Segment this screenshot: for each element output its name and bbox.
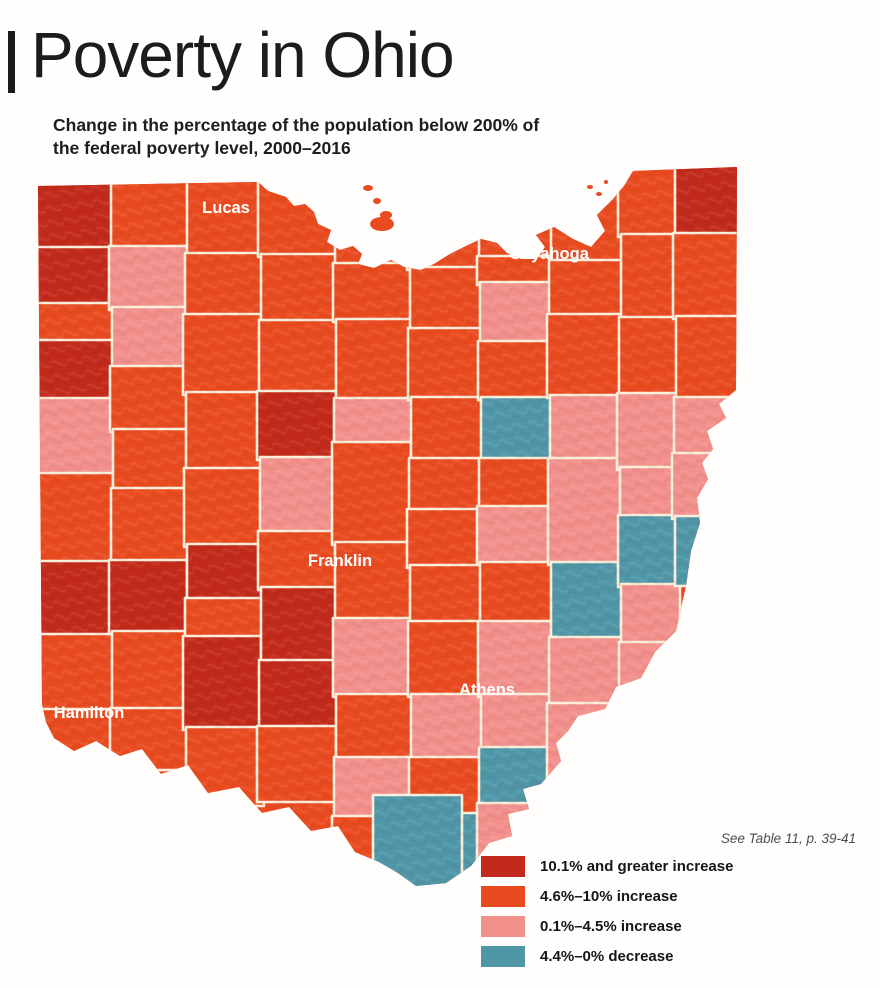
lake-islands xyxy=(363,180,608,231)
legend-label: 10.1% and greater increase xyxy=(540,858,734,875)
county-label-cuyahoga: Cuyahoga xyxy=(509,245,590,263)
legend-swatch-pink xyxy=(481,916,525,937)
county-label-athens: Athens xyxy=(459,681,515,699)
county-label-lucas: Lucas xyxy=(202,199,250,217)
legend-label: 0.1%–4.5% increase xyxy=(540,918,682,935)
table-reference-note: See Table 11, p. 39-41 xyxy=(720,831,856,846)
map-subtitle: Change in the percentage of the populati… xyxy=(53,114,593,160)
legend-swatch-dark-red xyxy=(481,856,525,877)
legend-item: 0.1%–4.5% increase xyxy=(481,916,733,937)
county-label-hamilton: Hamilton xyxy=(54,704,125,722)
legend-item: 10.1% and greater increase xyxy=(481,856,733,877)
legend-item: 4.6%–10% increase xyxy=(481,886,733,907)
subtitle-line-1: Change in the percentage of the populati… xyxy=(53,115,540,135)
page-title: Poverty in Ohio xyxy=(31,19,455,91)
legend-swatch-red xyxy=(481,886,525,907)
legend: 10.1% and greater increase 4.6%–10% incr… xyxy=(481,856,733,976)
legend-label: 4.6%–10% increase xyxy=(540,888,678,905)
legend-item: 4.4%–0% decrease xyxy=(481,946,733,967)
county-label-franklin: Franklin xyxy=(308,552,372,570)
legend-swatch-teal xyxy=(481,946,525,967)
subtitle-line-2: the federal poverty level, 2000–2016 xyxy=(53,138,351,158)
legend-label: 4.4%–0% decrease xyxy=(540,948,674,965)
county-layer xyxy=(38,167,737,886)
title-accent-bar xyxy=(8,31,15,93)
